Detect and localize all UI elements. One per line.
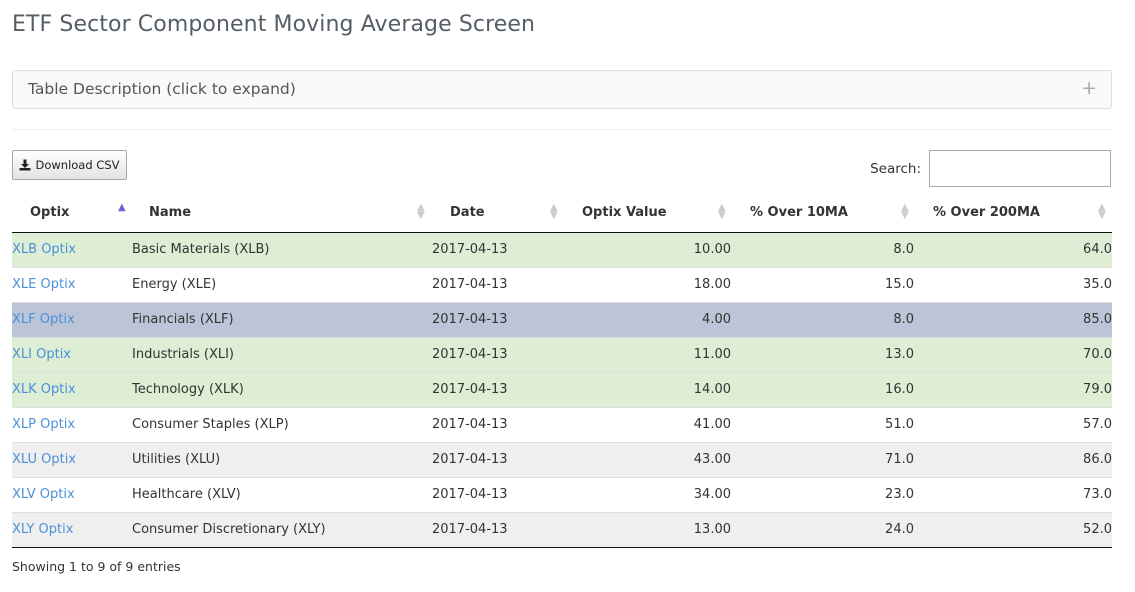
search-box: Search: (870, 150, 1111, 187)
download-icon (19, 159, 31, 171)
table-row: XLI Optix Industrials (XLI) 2017-04-13 1… (12, 336, 1112, 372)
column-header-over-200ma[interactable]: % Over 200MA ▲ ▼ (914, 195, 1112, 233)
name-cell: Industrials (XLI) (132, 336, 432, 372)
optix-value-cell: 18.00 (563, 266, 731, 302)
name-cell: Consumer Staples (XLP) (132, 406, 432, 442)
name-cell: Technology (XLK) (132, 371, 432, 407)
column-header-over-10ma[interactable]: % Over 10MA ▲ ▼ (731, 195, 914, 233)
over-10ma-cell: 71.0 (731, 441, 914, 477)
over-10ma-cell: 16.0 (731, 371, 914, 407)
name-cell: Consumer Discretionary (XLY) (132, 511, 432, 548)
over-200ma-cell: 85.0 (914, 301, 1112, 337)
optix-value-cell: 14.00 (563, 371, 731, 407)
over-200ma-cell: 57.0 (914, 406, 1112, 442)
column-header-optix-value[interactable]: Optix Value ▲ ▼ (563, 195, 731, 233)
divider (12, 129, 1112, 130)
name-cell: Healthcare (XLV) (132, 476, 432, 512)
date-cell: 2017-04-13 (432, 266, 563, 302)
over-200ma-cell: 86.0 (914, 441, 1112, 477)
optix-link[interactable]: XLP Optix (12, 417, 76, 432)
table-row: XLP Optix Consumer Staples (XLP) 2017-04… (12, 406, 1112, 442)
download-csv-button[interactable]: Download CSV (12, 150, 127, 180)
sort-both-icon: ▲ ▼ (901, 202, 909, 221)
table-row: XLE Optix Energy (XLE) 2017-04-13 18.00 … (12, 266, 1112, 302)
over-10ma-cell: 8.0 (893, 242, 914, 257)
column-header-label: % Over 200MA (933, 205, 1040, 220)
data-table: Optix ▲▼ Name ▲▼ Date ▲▼ Optix Value ▲▼ … (12, 195, 1112, 548)
search-input[interactable] (929, 150, 1111, 187)
accordion-label: Table Description (click to expand) (28, 80, 296, 98)
optix-link[interactable]: XLV Optix (12, 487, 75, 502)
name-cell: Basic Materials (XLB) (132, 242, 270, 257)
name-cell: Energy (XLE) (132, 266, 432, 302)
optix-value-cell: 11.00 (563, 336, 731, 372)
page-title: ETF Sector Component Moving Average Scre… (12, 12, 536, 37)
name-cell: Financials (XLF) (132, 301, 432, 337)
column-header-label: % Over 10MA (750, 205, 848, 220)
sort-asc-icon: ▲▼ (118, 202, 126, 213)
plus-icon[interactable]: + (1081, 77, 1097, 99)
date-cell: 2017-04-13 (432, 336, 563, 372)
date-cell: 2017-04-13 (432, 242, 508, 257)
column-header-date[interactable]: Date ▲ ▼ (432, 195, 563, 233)
optix-value-cell: 10.00 (693, 242, 731, 257)
table-row: XLY Optix Consumer Discretionary (XLY) 2… (12, 511, 1112, 548)
date-cell: 2017-04-13 (432, 441, 563, 477)
over-10ma-cell: 23.0 (731, 476, 914, 512)
date-cell: 2017-04-13 (432, 371, 563, 407)
optix-value-cell: 13.00 (563, 511, 731, 548)
over-200ma-cell: 64.0 (1083, 242, 1112, 257)
table-description-accordion[interactable]: Table Description (click to expand) + (12, 70, 1112, 109)
optix-link[interactable]: XLB Optix (12, 242, 77, 257)
sort-both-icon: ▲ ▼ (718, 202, 726, 221)
column-header-label: Name (149, 205, 192, 220)
optix-link[interactable]: XLE Optix (12, 277, 76, 292)
over-10ma-cell: 51.0 (731, 406, 914, 442)
optix-value-cell: 34.00 (563, 476, 731, 512)
date-cell: 2017-04-13 (432, 476, 563, 512)
sort-both-icon: ▲ ▼ (417, 202, 425, 221)
date-cell: 2017-04-13 (432, 301, 563, 337)
column-header-name[interactable]: Name ▲ ▼ (132, 195, 432, 233)
optix-link[interactable]: XLI Optix (12, 347, 72, 362)
over-200ma-cell: 73.0 (914, 476, 1112, 512)
date-cell: 2017-04-13 (432, 406, 563, 442)
download-csv-label: Download CSV (35, 158, 120, 172)
optix-link[interactable]: XLK Optix (12, 382, 76, 397)
over-10ma-cell: 13.0 (731, 336, 914, 372)
table-header-row: Optix ▲▼ Name ▲▼ Date ▲▼ Optix Value ▲▼ … (12, 195, 1112, 233)
table-row: XLU Optix Utilities (XLU) 2017-04-13 43.… (12, 441, 1112, 477)
table-row: XLF Optix Financials (XLF) 2017-04-13 4.… (12, 301, 1112, 337)
search-label: Search: (870, 160, 921, 177)
sort-both-icon: ▲ ▼ (550, 202, 558, 221)
table-row: XLV Optix Healthcare (XLV) 2017-04-13 34… (12, 476, 1112, 512)
over-200ma-cell: 35.0 (914, 266, 1112, 302)
table-row: XLK Optix Technology (XLK) 2017-04-13 14… (12, 371, 1112, 407)
column-header-optix[interactable]: Optix ▲▼ (12, 195, 132, 233)
optix-value-cell: 4.00 (563, 301, 731, 337)
sort-both-icon: ▲ ▼ (1098, 202, 1106, 221)
name-cell: Utilities (XLU) (132, 441, 432, 477)
optix-value-cell: 41.00 (563, 406, 731, 442)
column-header-label: Optix Value (582, 205, 667, 220)
optix-value-cell: 43.00 (563, 441, 731, 477)
over-10ma-cell: 8.0 (731, 301, 914, 337)
over-10ma-cell: 24.0 (731, 511, 914, 548)
optix-link[interactable]: XLY Optix (12, 522, 74, 537)
date-cell: 2017-04-13 (432, 511, 563, 548)
table-row: XLB Optix Basic Materials (XLB) 2017-04-… (12, 232, 1112, 267)
column-header-label: Optix (30, 205, 70, 220)
table-info: Showing 1 to 9 of 9 entries (12, 559, 181, 574)
column-header-label: Date (450, 205, 485, 220)
over-200ma-cell: 70.0 (914, 336, 1112, 372)
over-10ma-cell: 15.0 (731, 266, 914, 302)
over-200ma-cell: 52.0 (914, 511, 1112, 548)
over-200ma-cell: 79.0 (914, 371, 1112, 407)
optix-link[interactable]: XLF Optix (12, 312, 75, 327)
optix-link[interactable]: XLU Optix (12, 452, 77, 467)
